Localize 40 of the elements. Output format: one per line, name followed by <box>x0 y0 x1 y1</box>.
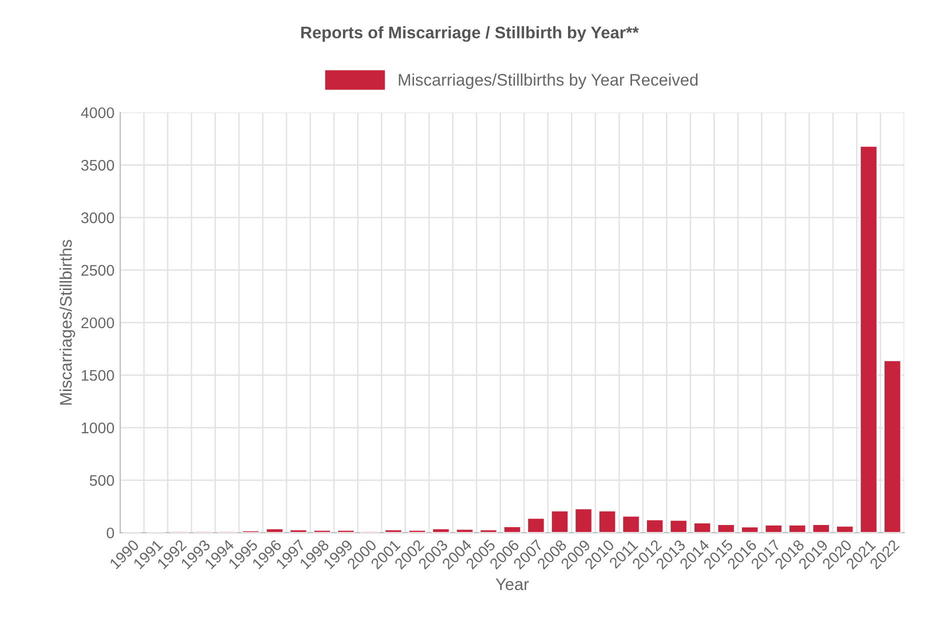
bar <box>883 360 902 533</box>
bar <box>788 524 807 533</box>
y-tick-label: 3500 <box>81 160 114 171</box>
y-tick-label: 2500 <box>81 264 114 276</box>
bar <box>502 526 522 533</box>
bar <box>455 528 474 533</box>
y-tick-label: 1500 <box>82 370 114 381</box>
y-tick-label: 3000 <box>81 212 114 224</box>
y-tick-label: 4000 <box>81 107 114 118</box>
y-tick-label: 1000 <box>82 422 114 434</box>
bar <box>598 510 617 533</box>
bar <box>646 518 664 533</box>
bar <box>669 519 688 533</box>
chart-title: Reports of Miscarriage / Stillbirth by Year** <box>301 26 639 42</box>
bar <box>836 525 854 533</box>
bar <box>336 529 356 533</box>
bar <box>716 524 736 533</box>
bar <box>574 508 593 533</box>
bar <box>526 517 546 533</box>
legend-label: Miscarriages/Stillbirths by Year Received <box>398 73 698 90</box>
y-tick-label: 500 <box>90 475 114 486</box>
x-axis-title: Year <box>496 578 529 590</box>
bar <box>265 528 284 533</box>
bar <box>432 528 450 533</box>
bar <box>622 515 640 533</box>
bar <box>812 524 830 533</box>
bar <box>693 522 712 533</box>
bar <box>740 526 760 533</box>
y-tick-label: 0 <box>106 528 114 538</box>
y-tick-label: 2000 <box>81 317 114 328</box>
bar <box>242 530 260 533</box>
bar <box>764 524 783 533</box>
bar <box>312 529 332 533</box>
bar <box>859 145 878 533</box>
bar <box>479 528 498 533</box>
bar <box>408 529 426 533</box>
y-axis-title: Miscarriages/Stillbirths <box>60 240 76 405</box>
bar <box>550 510 569 533</box>
bar <box>384 528 403 533</box>
bar <box>289 528 308 533</box>
